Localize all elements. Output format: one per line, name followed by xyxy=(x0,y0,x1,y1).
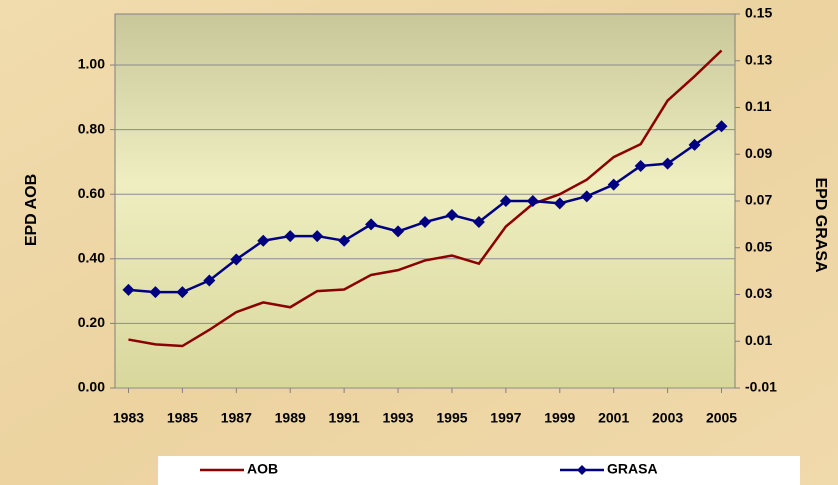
x-tick-label: 2003 xyxy=(652,410,683,426)
y2-tick-label: 0.03 xyxy=(745,285,772,301)
marker xyxy=(526,195,539,207)
y-tick-label: 0.20 xyxy=(78,314,105,330)
y2-tick-label: 0.07 xyxy=(745,192,772,208)
marker xyxy=(392,225,405,238)
marker xyxy=(607,178,620,191)
y-tick-label: 0.80 xyxy=(78,120,105,136)
x-tick-label: 2001 xyxy=(598,410,629,426)
marker xyxy=(338,234,351,247)
x-tick-label: 1993 xyxy=(382,410,413,426)
marker xyxy=(445,209,458,222)
y-tick-label: 0.40 xyxy=(78,250,105,266)
x-tick-label: 2005 xyxy=(706,410,737,426)
y2-tick-label: 0.13 xyxy=(745,51,772,67)
y2-tick-label: 0.11 xyxy=(745,98,772,114)
marker xyxy=(634,159,647,172)
x-tick-label: 1995 xyxy=(436,410,467,426)
marker xyxy=(715,120,728,133)
y2-tick-label: -0.01 xyxy=(745,379,777,395)
marker xyxy=(472,216,485,229)
marker xyxy=(661,157,674,170)
legend xyxy=(158,456,800,485)
y2-tick-label: 0.01 xyxy=(745,332,772,348)
plot-area xyxy=(114,13,736,389)
y2-tick-label: 0.09 xyxy=(745,145,772,161)
x-tick-label: 1985 xyxy=(167,410,198,426)
marker xyxy=(176,286,189,299)
x-tick-label: 1987 xyxy=(221,410,252,426)
marker xyxy=(419,216,431,229)
x-tick-label: 1991 xyxy=(329,410,360,426)
marker xyxy=(365,218,378,231)
marker xyxy=(688,138,701,151)
marker xyxy=(257,234,270,247)
y2-axis-title: EPD GRASA xyxy=(812,177,829,273)
marker xyxy=(122,283,135,296)
x-tick-label: 1983 xyxy=(113,410,144,426)
marker xyxy=(203,274,216,287)
y-axis-title: EPD AOB xyxy=(23,174,40,246)
x-tick-label: 1997 xyxy=(490,410,521,426)
x-tick-label: 1989 xyxy=(275,410,306,426)
y2-tick-label: 0.15 xyxy=(745,5,772,21)
y-tick-label: 0.00 xyxy=(78,379,105,395)
marker xyxy=(580,190,593,203)
marker xyxy=(311,230,324,243)
marker xyxy=(284,230,297,243)
marker xyxy=(230,253,243,266)
y2-tick-label: 0.05 xyxy=(745,238,772,254)
legend-label: GRASA xyxy=(607,461,658,477)
y-tick-label: 1.00 xyxy=(78,56,105,72)
legend-marker xyxy=(577,465,587,475)
marker xyxy=(149,286,162,299)
y-tick-label: 0.60 xyxy=(78,185,105,201)
x-tick-label: 1999 xyxy=(544,410,575,426)
marker xyxy=(553,197,566,210)
marker xyxy=(499,195,512,207)
series-line xyxy=(128,49,723,348)
legend-label: AOB xyxy=(247,461,278,477)
